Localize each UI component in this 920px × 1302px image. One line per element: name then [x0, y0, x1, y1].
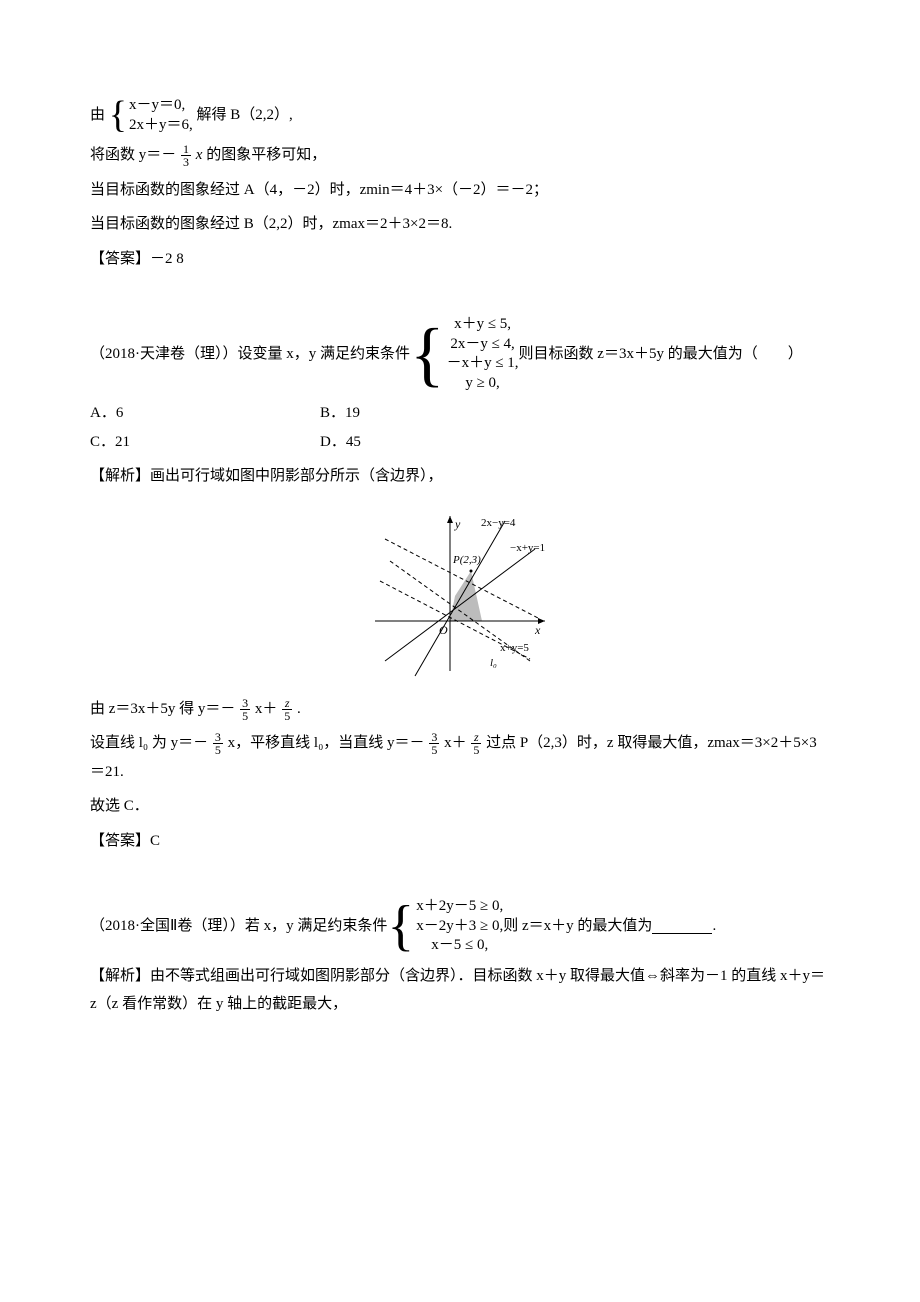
- l0-label: l₀: [490, 657, 497, 669]
- ans1-label: 【答案】: [90, 251, 150, 267]
- p2a: 将函数: [90, 147, 139, 163]
- brace-icon: {: [109, 96, 127, 135]
- spacer-2: [90, 861, 830, 891]
- line2-label: −x+y=1: [510, 542, 545, 554]
- x-label: x: [534, 623, 541, 637]
- sol2-line4: 故选 C．: [90, 792, 830, 821]
- y-arrow-icon: [447, 516, 453, 523]
- opt-d: D．45: [320, 428, 550, 457]
- q3-c3: x－5 ≤ 0,: [416, 936, 503, 956]
- sol2-2-mid: x＋: [255, 701, 278, 717]
- sol3-label: 【解析】: [90, 968, 150, 984]
- q3-period: .: [712, 912, 716, 941]
- sol2-line2: 由 z＝3x＋5y 得 y＝－ 3 5 x＋ z 5 .: [90, 695, 830, 724]
- ans2-label: 【答案】: [90, 833, 150, 849]
- p-label: P(2,3): [452, 554, 481, 566]
- feasible-region-diagram: y x O 2x−y=4 −x+y=1 x+y=5 l₀ P(2,3): [355, 501, 565, 681]
- q2-tail: 则目标函数 z＝3x＋5y 的最大值为（ ）: [519, 340, 803, 369]
- frac-num: 3: [240, 697, 250, 710]
- p2-x: x: [196, 147, 203, 163]
- p1-post: 解得 B（2,2）,: [197, 107, 293, 123]
- p1-pre: 由: [90, 107, 105, 123]
- frac-den: 5: [213, 744, 223, 756]
- frac-z5-a: z 5: [282, 697, 292, 722]
- p4: 当目标函数的图象经过 B（2,2）时，zmax＝2＋3×2＝8.: [90, 210, 830, 239]
- sol2-3-pre: 设直线 l₀ 为 y＝－: [90, 735, 208, 751]
- sol2-3-mid2: x＋: [444, 735, 467, 751]
- sol2-2-pre: 由 z＝3x＋5y 得 y＝－: [90, 701, 235, 717]
- frac-den: 5: [282, 710, 292, 722]
- q3: （2018·全国Ⅱ卷（理））若 x，y 满足约束条件 { x＋2y－5 ≥ 0,…: [90, 897, 830, 956]
- p1-eq2: 2x＋y＝6,: [129, 116, 193, 136]
- sol2-1: 画出可行域如图中阴影部分所示（含边界），: [150, 468, 443, 484]
- p2-frac: 1 3: [181, 143, 191, 168]
- q3-tail: 则 z＝x＋y 的最大值为: [503, 912, 652, 941]
- origin-label: O: [439, 623, 448, 637]
- brace-icon: {: [410, 315, 445, 393]
- q2-choices: A．6 B．19: [90, 399, 830, 428]
- sol3-1: 由不等式组画出可行域如图阴影部分（含边界）．目标函数 x＋y 取得最大值⇔斜率为…: [90, 968, 825, 1013]
- frac-num: z: [282, 697, 292, 710]
- answer-2: 【答案】C: [90, 827, 830, 856]
- p1-eq1: x－y＝0,: [129, 96, 193, 116]
- ans1-vals: －2 8: [150, 251, 184, 267]
- q2-c4: y ≥ 0,: [447, 374, 519, 394]
- sol3-line1: 【解析】由不等式组画出可行域如图阴影部分（含边界）．目标函数 x＋y 取得最大值…: [90, 962, 830, 1019]
- frac-z5-b: z 5: [471, 731, 481, 756]
- ans2-val: C: [150, 833, 160, 849]
- frac-den: 5: [240, 710, 250, 722]
- frac-35-b: 3 5: [213, 731, 223, 756]
- q3-src: （2018·全国Ⅱ卷（理））若 x，y 满足约束条件: [90, 912, 387, 941]
- line-2x-y-4: [415, 521, 505, 676]
- frac-35-a: 3 5: [240, 697, 250, 722]
- p2-yeq: y＝－: [139, 147, 177, 163]
- frac-den: 3: [181, 156, 191, 168]
- q3-blank: [652, 918, 712, 934]
- spacer: [90, 279, 830, 309]
- q2-figure: y x O 2x−y=4 −x+y=1 x+y=5 l₀ P(2,3): [90, 501, 830, 681]
- sol2-2-post: .: [297, 701, 301, 717]
- y-label: y: [454, 517, 461, 531]
- q2-c2: 2x－y ≤ 4,: [447, 335, 519, 355]
- q2-c3: －x＋y ≤ 1,: [447, 354, 519, 374]
- line1-label: 2x−y=4: [481, 517, 516, 529]
- answer-1: 【答案】－2 8: [90, 245, 830, 274]
- point-p: [470, 569, 473, 572]
- sol-label: 【解析】: [90, 468, 150, 484]
- q2-choices-2: C．21 D．45: [90, 428, 830, 457]
- opt-c: C．21: [90, 428, 320, 457]
- frac-den: 5: [471, 744, 481, 756]
- p2b: 的图象平移可知，: [206, 147, 326, 163]
- q2: （2018·天津卷（理））设变量 x，y 满足约束条件 { x＋y ≤ 5, 2…: [90, 315, 830, 393]
- q3-c1: x＋2y－5 ≥ 0,: [416, 897, 503, 917]
- sol2-line1: 【解析】画出可行域如图中阴影部分所示（含边界），: [90, 462, 830, 491]
- p3: 当目标函数的图象经过 A（4，－2）时，zmin＝4＋3×（－2）＝－2；: [90, 176, 830, 205]
- line3-label: x+y=5: [500, 642, 529, 654]
- q2-c1: x＋y ≤ 5,: [447, 315, 519, 335]
- q2-src: （2018·天津卷（理））设变量 x，y 满足约束条件: [90, 340, 410, 369]
- opt-b: B．19: [320, 399, 550, 428]
- p1-system: { x－y＝0, 2x＋y＝6,: [109, 96, 193, 135]
- sol2-line3: 设直线 l₀ 为 y＝－ 3 5 x，平移直线 l₀，当直线 y＝－ 3 5 x…: [90, 729, 830, 786]
- q3-constraints: { x＋2y－5 ≥ 0, x－2y＋3 ≥ 0, x－5 ≤ 0,: [387, 897, 503, 956]
- region-fill: [450, 571, 482, 621]
- q2-constraints: { x＋y ≤ 5, 2x－y ≤ 4, －x＋y ≤ 1, y ≥ 0,: [410, 315, 519, 393]
- p2: 将函数 y＝－ 1 3 x 的图象平移可知，: [90, 141, 830, 170]
- frac-den: 5: [429, 744, 439, 756]
- q3-c2: x－2y＋3 ≥ 0,: [416, 917, 503, 937]
- frac-35-c: 3 5: [429, 731, 439, 756]
- p1: 由 { x－y＝0, 2x＋y＝6, 解得 B（2,2）,: [90, 96, 830, 135]
- opt-a: A．6: [90, 399, 320, 428]
- sol2-3-mid1: x，平移直线 l₀，当直线 y＝－: [228, 735, 425, 751]
- brace-icon: {: [387, 897, 414, 956]
